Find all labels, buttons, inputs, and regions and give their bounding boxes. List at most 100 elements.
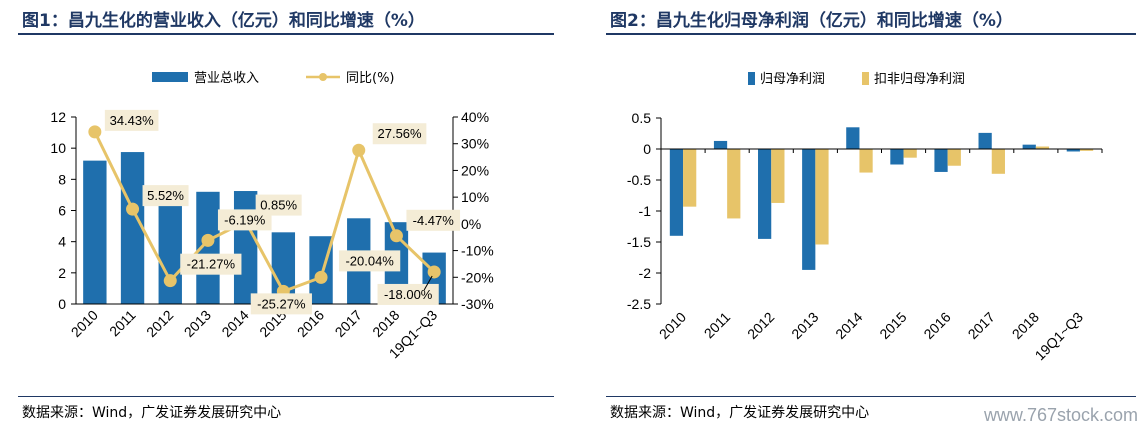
x-tick-label-2010: 2010 <box>68 307 101 340</box>
net-profit-bar-2016 <box>934 149 948 172</box>
x-tick-label-2011: 2011 <box>106 307 139 340</box>
revenue-bar-2013 <box>196 191 220 304</box>
right-y-tick-label: 40% <box>461 109 489 125</box>
yoy-data-label-2018: -4.47% <box>413 213 455 228</box>
adj-net-profit-bar-2014 <box>859 149 873 173</box>
left-y-tick-label: 2 <box>58 265 66 281</box>
adj-net-profit-bar-2018 <box>1035 146 1050 149</box>
yoy-marker-2010 <box>88 125 102 139</box>
y-tick-label: 0.5 <box>632 110 652 126</box>
legend-label-net-profit: 归母净利润 <box>760 72 825 87</box>
adj-net-profit-bar-2010 <box>683 149 697 207</box>
left-chart-svg: 营业总收入 同比(%) 0 2 4 6 8 10 12 -30% -20% -10% 0% 10% 20% 3… <box>50 71 494 361</box>
net-profit-bar-2017 <box>978 132 992 149</box>
yoy-data-label-2011: 5.52% <box>147 188 184 203</box>
x-tick-label-2017: 2017 <box>332 307 365 340</box>
x-tick-label-2011: 2011 <box>701 309 734 342</box>
adj-net-profit-bar-2017 <box>991 149 1005 174</box>
legend-label-adj-net-profit: 扣非归母净利润 <box>874 72 965 87</box>
adj-net-profit-bar-2015 <box>903 149 917 158</box>
adj-net-profit-bar-2013 <box>815 149 829 245</box>
legend-label-yoy: 同比(%) <box>346 71 395 86</box>
x-tick-label-2018: 2018 <box>369 307 402 340</box>
net-profit-bar-19Q1~Q3 <box>1066 149 1080 152</box>
yoy-label-box-19Q1~Q3 <box>377 283 439 305</box>
revenue-bar-2015 <box>271 232 296 304</box>
x-tick-label-2016: 2016 <box>920 309 953 342</box>
yoy-line <box>93 131 436 294</box>
adj-net-profit-bar-19Q1~Q3 <box>1079 149 1094 151</box>
legend-marker-yoy <box>319 73 327 81</box>
yoy-label-box-2012 <box>180 253 242 275</box>
yoy-label-box-2016 <box>339 250 401 272</box>
right-y-tick-label: 20% <box>461 162 489 178</box>
yoy-marker-2011 <box>126 202 140 216</box>
yoy-marker-2018 <box>389 229 403 243</box>
x-tick-label-2013: 2013 <box>788 309 821 342</box>
net-profit-bar-2010 <box>669 149 684 236</box>
net-profit-bar-2015 <box>890 149 904 165</box>
yoy-marker-2012 <box>163 274 177 288</box>
revenue-bar-2014 <box>233 191 258 304</box>
right-chart-title: 图2：昌九生化归母净利润（亿元）和同比增速（%） <box>610 11 1013 31</box>
yoy-data-label-2015: -25.27% <box>257 296 306 311</box>
yoy-data-label-19Q1~Q3: -18.00% <box>384 287 433 302</box>
right-y-tick-label: 30% <box>461 136 489 152</box>
adj-net-profit-bar-2011 <box>727 149 741 219</box>
net-profit-bar-2014 <box>846 127 860 149</box>
right-y-tick-label: 0% <box>461 216 481 232</box>
left-chart-panel: 图1：昌九生化的营业收入（亿元）和同比增速（%） 营业总收入 同比(%) 0 2 4 6 8… <box>0 0 566 439</box>
y-tick-label: 0 <box>643 141 651 157</box>
left-y-tick-label: 6 <box>58 203 66 219</box>
yoy-data-label-2014: 0.85% <box>260 198 297 213</box>
yoy-label-box-2015 <box>250 293 312 315</box>
left-y-tick-label: 0 <box>58 296 66 312</box>
yoy-label-box-2014 <box>255 194 302 216</box>
yoy-marker-2016 <box>314 270 328 284</box>
x-tick-label-2017: 2017 <box>965 309 998 342</box>
yoy-data-label-2013: -6.19% <box>224 212 266 227</box>
x-tick-label-2018: 2018 <box>1009 309 1042 342</box>
right-chart-source: 数据来源：Wind，广发证券发展研究中心 <box>610 405 870 421</box>
left-y-tick-label: 4 <box>58 234 66 250</box>
right-y-tick-label: -20% <box>461 269 494 285</box>
net-profit-bar-2011 <box>713 140 728 149</box>
right-y-tick-label: -30% <box>461 296 494 312</box>
yoy-label-box-2018 <box>406 209 461 231</box>
left-chart-title: 图1：昌九生化的营业收入（亿元）和同比增速（%） <box>22 11 425 31</box>
x-tick-label-2014: 2014 <box>832 309 865 342</box>
left-chart-source: 数据来源：Wind，广发证券发展研究中心 <box>22 405 282 421</box>
yoy-marker-2013 <box>201 233 215 247</box>
x-tick-label-2013: 2013 <box>181 307 214 340</box>
right-legend: 归母净利润 扣非归母净利润 <box>748 72 965 87</box>
left-legend: 营业总收入 同比(%) <box>152 71 395 86</box>
yoy-label-leader <box>423 275 433 291</box>
right-y-tick-label: -10% <box>461 243 494 259</box>
yoy-label-box-2011 <box>142 185 189 207</box>
x-tick-label-2014: 2014 <box>218 307 251 340</box>
yoy-data-label-2012: -21.27% <box>187 257 236 272</box>
yoy-label-box-2017 <box>372 123 427 145</box>
y-tick-label: -2.5 <box>627 296 651 312</box>
left-y-tick-label: 10 <box>50 140 66 156</box>
left-y-tick-label: 12 <box>50 109 66 125</box>
x-tick-label-19Q1~Q3: 19Q1~Q3 <box>1032 309 1087 364</box>
net-profit-bar-2012 <box>758 149 772 239</box>
adj-net-profit-bar-2012 <box>771 149 785 203</box>
net-profit-bar-2013 <box>802 149 816 270</box>
revenue-bar-2011 <box>120 152 145 304</box>
x-tick-label-2012: 2012 <box>143 307 176 340</box>
y-tick-label: -2 <box>639 265 652 281</box>
y-tick-label: -1 <box>639 203 652 219</box>
y-tick-label: -0.5 <box>627 172 651 188</box>
right-y-tick-label: 10% <box>461 189 489 205</box>
revenue-bar-2010 <box>83 160 107 304</box>
yoy-data-label-2010: 34.43% <box>110 113 155 128</box>
x-tick-label-2010: 2010 <box>656 309 689 342</box>
left-y-tick-label: 8 <box>58 171 66 187</box>
x-tick-label-2012: 2012 <box>744 309 777 342</box>
watermark: www.767stock.com <box>983 405 1138 425</box>
legend-swatch-adj-net-profit <box>862 72 869 85</box>
legend-swatch-revenue <box>152 72 188 82</box>
legend-swatch-net-profit <box>748 72 755 85</box>
